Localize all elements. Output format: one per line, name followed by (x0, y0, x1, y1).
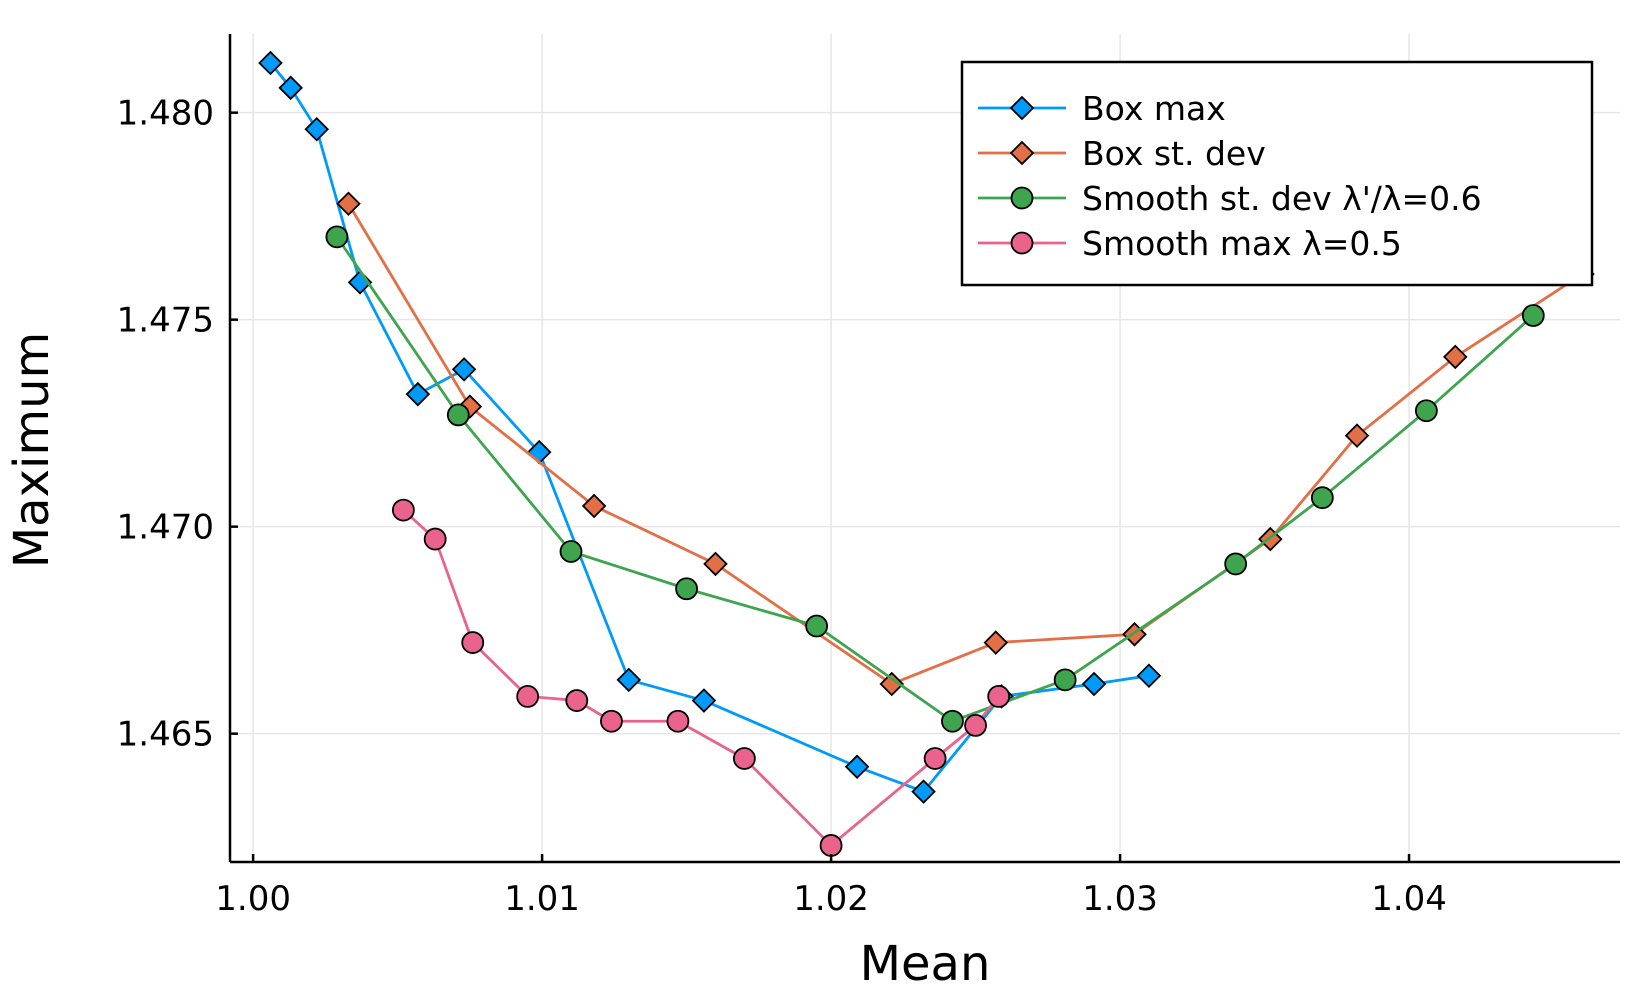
x-tick-label: 1.04 (1371, 879, 1447, 919)
data-point (819, 834, 843, 857)
data-point (1310, 486, 1334, 510)
y-tick-label: 1.465 (117, 715, 214, 755)
data-point (691, 688, 717, 713)
x-tick-label: 1.03 (1082, 879, 1158, 919)
legend-label: Smooth st. dev λ'/λ=0.6 (1082, 179, 1482, 218)
data-point (1521, 304, 1545, 327)
data-point (336, 191, 361, 217)
series-line (335, 236, 1535, 723)
legend-box (960, 60, 1594, 287)
x-tick-label: 1.01 (504, 879, 580, 919)
legend-item: Box max (978, 89, 1226, 128)
legend-label: Box st. dev (1082, 134, 1266, 173)
series-line (269, 62, 1150, 794)
data-point (461, 631, 485, 654)
axes-layer: 1.00 1.01 1.02 1.03 1.04 1.465 1.470 1.475 1.480 (117, 34, 1620, 919)
legend-item: Box st. dev (978, 134, 1266, 173)
y-axis-title: Maximum (4, 332, 60, 569)
y-tick-label: 1.470 (117, 508, 214, 548)
legend-label: Box max (1082, 89, 1226, 128)
data-point (983, 630, 1009, 655)
data-point (1053, 668, 1077, 692)
data-point (278, 75, 303, 101)
data-point (423, 527, 447, 551)
data-point (666, 709, 690, 733)
data-point (1443, 344, 1468, 370)
x-axis-title: Mean (860, 936, 991, 990)
data-point (1224, 552, 1248, 576)
data-point (675, 577, 698, 601)
legend-swatch-marker (1009, 140, 1035, 166)
legend-label: Smooth max λ=0.5 (1082, 224, 1402, 263)
y-tick-label: 1.480 (117, 94, 214, 134)
data-point (600, 709, 623, 733)
legend-item: Smooth st. dev λ'/λ=0.6 (978, 179, 1482, 218)
data-point (581, 493, 607, 519)
data-point (941, 709, 964, 733)
x-tick-label: 1.00 (215, 879, 291, 919)
data-point (258, 50, 283, 76)
x-tick-label: 1.02 (793, 879, 869, 919)
data-point (1414, 399, 1438, 423)
data-point (987, 685, 1011, 708)
legend: Box max Box st. dev Smooth st. dev λ'/λ=0.… (960, 60, 1594, 287)
legend-swatch-marker (1010, 186, 1034, 210)
y-tick-label: 1.475 (117, 301, 214, 341)
data-point (516, 685, 540, 708)
data-point (565, 689, 589, 712)
data-point (616, 667, 642, 693)
data-point (559, 540, 583, 563)
data-point (923, 747, 947, 770)
data-point (391, 498, 415, 522)
legend-swatch-marker (1010, 231, 1034, 255)
series-3 (391, 498, 1011, 857)
data-point (405, 381, 431, 407)
legend-swatch-marker (1009, 95, 1035, 121)
data-point (732, 747, 756, 770)
data-point (451, 357, 477, 382)
data-point (844, 754, 870, 780)
data-point (805, 614, 829, 638)
data-point (325, 225, 349, 249)
data-point (911, 779, 936, 804)
data-point (879, 671, 905, 697)
series-2 (325, 225, 1545, 733)
legend-item: Smooth max λ=0.5 (978, 224, 1402, 263)
data-point (446, 403, 470, 427)
data-point (1081, 671, 1107, 697)
data-point (1136, 663, 1162, 688)
data-point (703, 551, 728, 577)
data-point (304, 116, 329, 142)
data-point (1344, 423, 1370, 448)
data-point (964, 713, 987, 737)
